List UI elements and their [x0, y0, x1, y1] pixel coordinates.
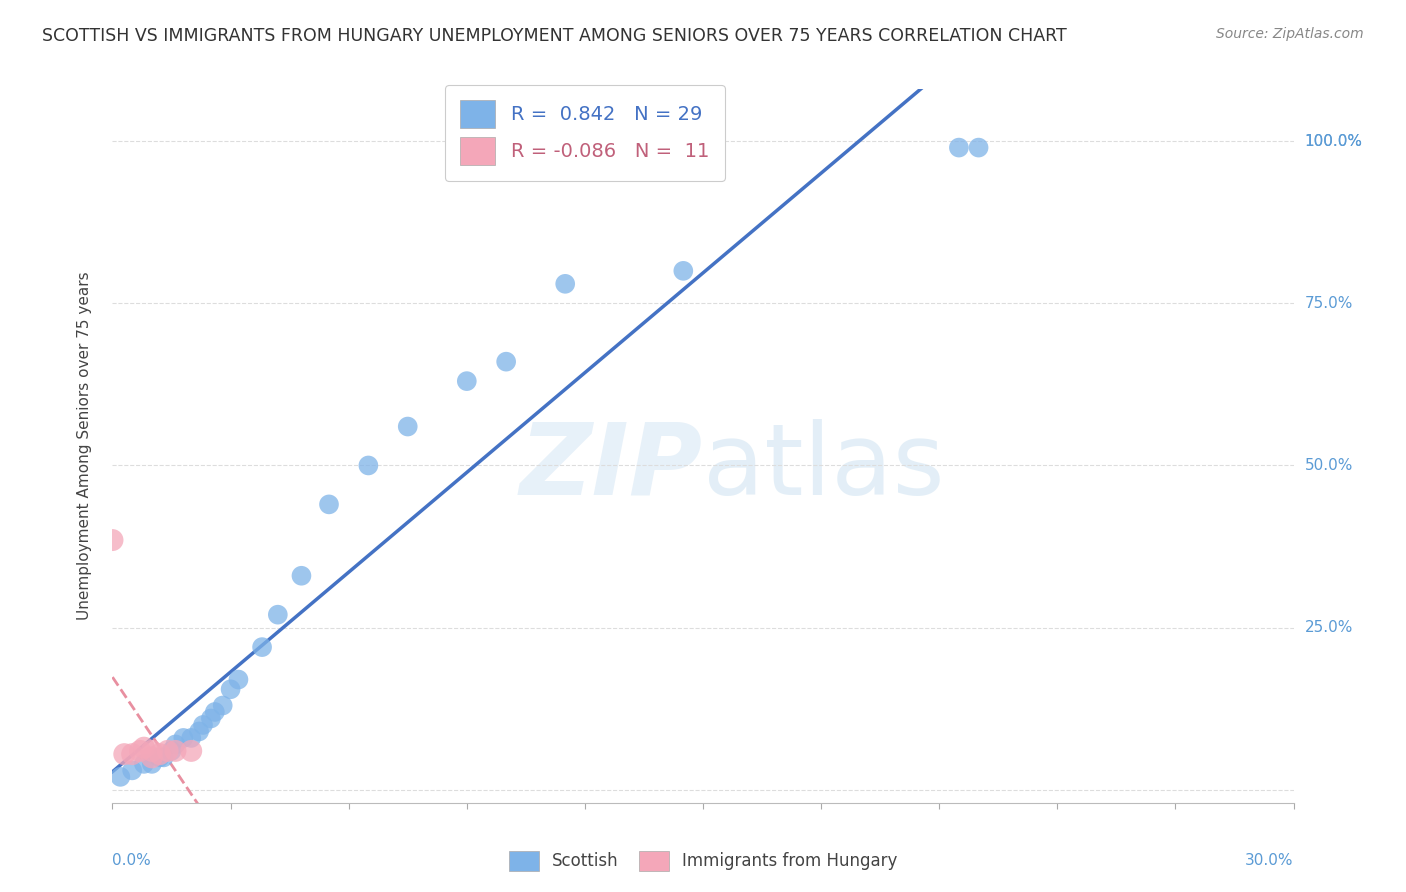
Point	[290, 568, 312, 582]
Text: Source: ZipAtlas.com: Source: ZipAtlas.com	[1216, 27, 1364, 41]
Point	[200, 711, 222, 725]
Text: 75.0%: 75.0%	[1305, 296, 1353, 310]
Point	[121, 764, 143, 778]
Point	[132, 740, 155, 755]
Point	[191, 718, 214, 732]
Point	[318, 497, 340, 511]
Text: ZIP: ZIP	[520, 419, 703, 516]
Point	[132, 756, 155, 771]
Point	[180, 744, 202, 758]
Point	[204, 705, 226, 719]
Point	[165, 744, 187, 758]
Point	[149, 747, 172, 761]
Point	[141, 750, 163, 764]
Point	[101, 533, 124, 547]
Y-axis label: Unemployment Among Seniors over 75 years: Unemployment Among Seniors over 75 years	[77, 272, 91, 620]
Point	[554, 277, 576, 291]
Text: 100.0%: 100.0%	[1305, 134, 1362, 149]
Point	[165, 738, 187, 752]
Text: 25.0%: 25.0%	[1305, 620, 1353, 635]
Point	[156, 744, 179, 758]
Text: SCOTTISH VS IMMIGRANTS FROM HUNGARY UNEMPLOYMENT AMONG SENIORS OVER 75 YEARS COR: SCOTTISH VS IMMIGRANTS FROM HUNGARY UNEM…	[42, 27, 1067, 45]
Point	[129, 744, 152, 758]
Point	[211, 698, 233, 713]
Point	[267, 607, 290, 622]
Point	[967, 140, 990, 154]
Text: 0.0%: 0.0%	[112, 853, 152, 868]
Text: 50.0%: 50.0%	[1305, 458, 1353, 473]
Point	[121, 747, 143, 761]
Point	[228, 673, 250, 687]
Legend: R =  0.842   N = 29, R = -0.086   N =  11: R = 0.842 N = 29, R = -0.086 N = 11	[444, 85, 725, 180]
Point	[495, 354, 517, 368]
Point	[672, 264, 695, 278]
Point	[357, 458, 380, 473]
Point	[219, 682, 242, 697]
Point	[160, 744, 183, 758]
Point	[110, 770, 132, 784]
Point	[396, 419, 419, 434]
Text: atlas: atlas	[703, 419, 945, 516]
Text: 100.0%: 100.0%	[1305, 134, 1362, 149]
Point	[180, 731, 202, 745]
Point	[172, 731, 194, 745]
Point	[188, 724, 211, 739]
Point	[948, 140, 970, 154]
Point	[112, 747, 135, 761]
Point	[456, 374, 478, 388]
Point	[149, 750, 172, 764]
Legend: Scottish, Immigrants from Hungary: Scottish, Immigrants from Hungary	[501, 842, 905, 880]
Point	[141, 744, 163, 758]
Point	[141, 756, 163, 771]
Text: 30.0%: 30.0%	[1246, 853, 1294, 868]
Point	[152, 750, 174, 764]
Point	[250, 640, 273, 654]
